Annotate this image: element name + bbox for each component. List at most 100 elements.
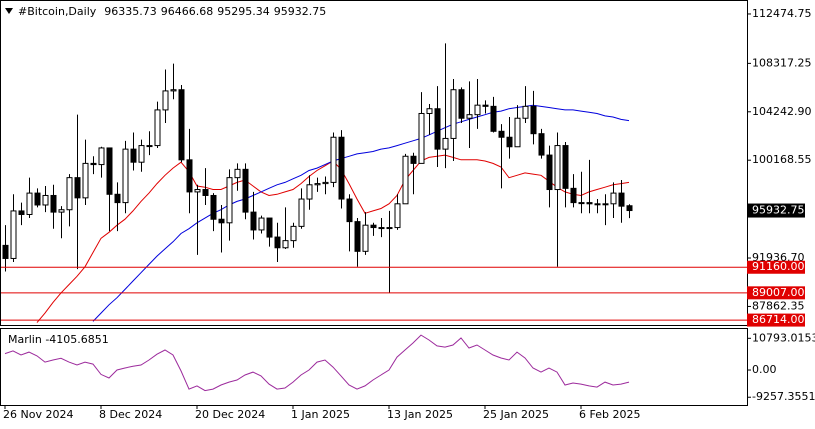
- candle-body: [442, 137, 449, 150]
- candle-body: [594, 203, 601, 206]
- y-tick-label: 100168.55: [752, 153, 812, 166]
- candle-body: [250, 211, 257, 231]
- moving-average: [92, 104, 630, 322]
- candle-body: [402, 155, 409, 205]
- osc-tick-label: -9257.3551: [752, 390, 815, 403]
- main-panel: [0, 0, 748, 326]
- candle-body: [82, 162, 89, 199]
- candle-body: [498, 130, 505, 138]
- candle-body: [258, 217, 265, 231]
- candle-body: [434, 108, 441, 150]
- candle-body: [90, 162, 97, 166]
- candle-body: [602, 203, 609, 206]
- x-tick-label: 13 Jan 2025: [387, 408, 453, 421]
- candle-body: [274, 236, 281, 249]
- candle-body: [394, 203, 401, 229]
- candle-body: [146, 145, 153, 148]
- candle-body: [194, 189, 201, 193]
- y-tick-label: 104242.90: [752, 105, 812, 118]
- candle-body: [458, 89, 465, 119]
- candle-body: [618, 192, 625, 207]
- candle-body: [610, 192, 617, 205]
- header-close: 95932.75: [274, 5, 327, 18]
- candle-body: [234, 168, 241, 179]
- candle-body: [18, 210, 25, 215]
- candle-body: [586, 202, 593, 205]
- candle-body: [298, 198, 305, 227]
- candle-body: [410, 155, 417, 164]
- candle-body: [2, 244, 9, 259]
- y-tick-label: 108317.25: [752, 56, 812, 69]
- candle-body: [378, 227, 385, 230]
- x-tick-label: 25 Jan 2025: [483, 408, 549, 421]
- candle-body: [554, 145, 561, 191]
- candle-body: [474, 104, 481, 116]
- x-tick-label: 6 Feb 2025: [579, 408, 640, 421]
- candle-body: [346, 198, 353, 223]
- candle-body: [122, 148, 129, 204]
- x-tick-label: 8 Dec 2024: [99, 408, 162, 421]
- header: #Bitcoin,Daily 96335.73 96466.68 95295.34 95…: [18, 5, 326, 18]
- candle-body: [202, 189, 209, 196]
- header-low: 95295.34: [217, 5, 270, 18]
- candle-body: [426, 108, 433, 114]
- y-tick-label: 87862.35: [752, 299, 805, 312]
- candle-body: [114, 193, 121, 204]
- candle-body: [338, 136, 345, 200]
- candle-body: [538, 133, 545, 156]
- candle-body: [522, 105, 529, 119]
- candle-body: [626, 205, 633, 212]
- osc-tick-label: 0.00: [752, 363, 777, 376]
- candle-body: [306, 184, 313, 200]
- candle-body: [42, 194, 49, 206]
- level-box: [747, 286, 805, 300]
- candle-body: [226, 177, 233, 224]
- candle-body: [490, 105, 497, 132]
- candle-body: [210, 194, 217, 220]
- candle-body: [178, 89, 185, 161]
- price-label: 95932.75: [752, 204, 805, 217]
- y-tick-label: 112474.75: [752, 7, 812, 20]
- header-high: 96466.68: [161, 5, 214, 18]
- level-box: [747, 313, 805, 327]
- level-label: 91160.00: [752, 260, 805, 273]
- candle-body: [218, 218, 225, 224]
- level-label: 89007.00: [752, 286, 805, 299]
- candle-body: [354, 221, 361, 252]
- price-box: [747, 203, 805, 218]
- candle-body: [282, 240, 289, 249]
- candle-body: [10, 210, 17, 259]
- candle-body: [242, 168, 249, 213]
- candle-body: [138, 145, 145, 163]
- oscillator-label: Marlin -4105.6851: [8, 333, 109, 346]
- candle-body: [506, 136, 513, 148]
- candle-body: [570, 187, 577, 204]
- osc-tick-label: 10793.0153: [752, 331, 815, 344]
- candle-body: [74, 177, 81, 199]
- candle-body: [106, 147, 113, 195]
- candle-body: [170, 89, 177, 92]
- candle-body: [290, 225, 297, 242]
- candle-body: [530, 105, 537, 135]
- x-tick-label: 26 Nov 2024: [3, 408, 73, 421]
- candle-body: [418, 112, 425, 164]
- candle-body: [66, 177, 73, 211]
- candle-body: [362, 224, 369, 252]
- level-label: 86714.00: [752, 313, 805, 326]
- x-tick-label: 1 Jan 2025: [291, 408, 350, 421]
- candle-body: [466, 114, 473, 119]
- candle-body: [154, 109, 161, 147]
- menu-triangle: [5, 8, 13, 14]
- candle-body: [546, 154, 553, 191]
- candle-body: [450, 89, 457, 139]
- candle-body: [562, 145, 569, 189]
- candle-body: [386, 227, 393, 230]
- candle-body: [186, 159, 193, 193]
- candle-body: [130, 148, 137, 163]
- candle-body: [482, 104, 489, 107]
- candle-body: [26, 192, 33, 215]
- candle-body: [266, 217, 273, 238]
- indicator-panel: [0, 328, 748, 406]
- oscillator-line: [4, 334, 630, 392]
